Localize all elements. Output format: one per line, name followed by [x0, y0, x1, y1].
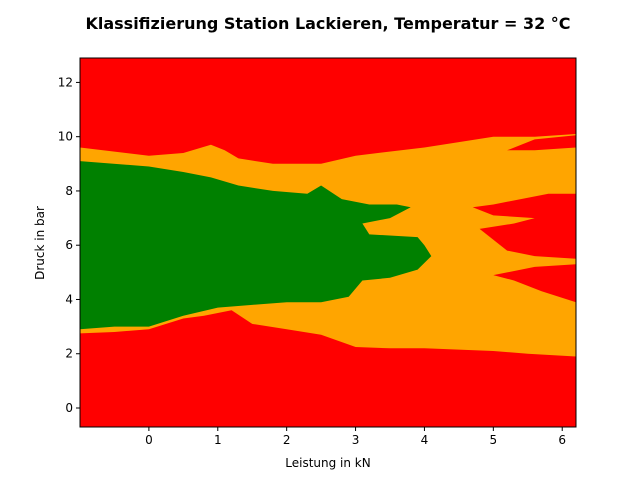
y-tick-label: 8 — [65, 184, 73, 198]
chart-title: Klassifizierung Station Lackieren, Tempe… — [85, 14, 571, 33]
y-tick-label: 2 — [65, 347, 73, 361]
x-tick-label: 0 — [145, 433, 153, 447]
x-tick-label: 2 — [283, 433, 291, 447]
plot-area — [79, 57, 577, 428]
y-tick-label: 10 — [58, 130, 73, 144]
region-red-mid-right — [472, 193, 576, 259]
region-red-lower-right — [493, 264, 576, 303]
x-axis: 0 1 2 3 4 5 6 — [145, 427, 566, 447]
y-axis: 0 2 4 6 8 10 12 — [58, 75, 80, 415]
y-tick-label: 0 — [65, 401, 73, 415]
x-tick-label: 5 — [490, 433, 498, 447]
x-tick-label: 4 — [421, 433, 429, 447]
x-tick-label: 1 — [214, 433, 222, 447]
x-tick-label: 6 — [558, 433, 566, 447]
plot-frame — [79, 57, 577, 428]
y-tick-label: 6 — [65, 238, 73, 252]
y-tick-label: 12 — [58, 75, 73, 89]
y-tick-label: 4 — [65, 292, 73, 306]
x-axis-label: Leistung in kN — [285, 456, 370, 470]
x-tick-label: 3 — [352, 433, 360, 447]
y-axis-label: Druck in bar — [33, 206, 47, 280]
region-green — [80, 161, 432, 330]
region-red-upper-right — [507, 135, 576, 151]
